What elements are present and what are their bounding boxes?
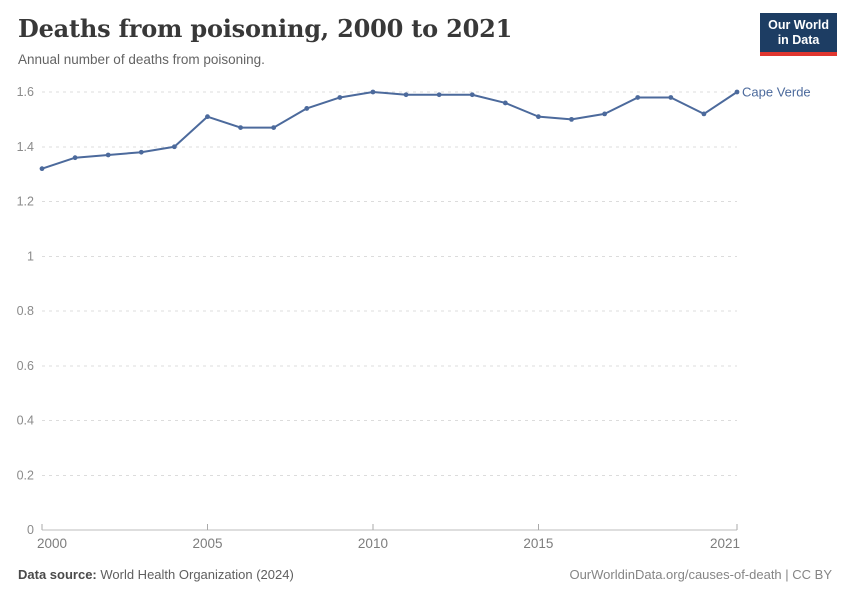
data-source-label: Data source: [18, 567, 97, 582]
y-tick-label: 0.2 [17, 468, 34, 482]
data-point[interactable] [436, 92, 442, 98]
license-credit[interactable]: OurWorldinData.org/causes-of-death | CC … [569, 567, 832, 582]
line-series[interactable] [41, 91, 738, 170]
y-tick-label: 0.8 [17, 304, 34, 318]
entity-label[interactable]: Cape Verde [742, 85, 811, 100]
data-point[interactable] [39, 166, 45, 172]
x-tick-label: 2015 [523, 536, 553, 551]
data-point[interactable] [635, 95, 641, 100]
page-title: Deaths from poisoning, 2000 to 2021 [18, 14, 513, 43]
owid-logo-line1: Our World [768, 18, 829, 32]
data-point[interactable] [602, 111, 608, 117]
data-point[interactable] [205, 114, 210, 120]
data-point[interactable] [105, 152, 111, 158]
data-point[interactable] [536, 114, 541, 120]
data-point[interactable] [370, 89, 376, 95]
y-tick-label: 1.4 [17, 140, 34, 154]
data-point[interactable] [668, 95, 674, 100]
data-point[interactable] [469, 92, 475, 98]
data-point[interactable] [72, 155, 78, 161]
chart-footer: Data source: World Health Organization (… [18, 567, 832, 582]
data-source: Data source: World Health Organization (… [18, 567, 294, 582]
data-point[interactable] [238, 125, 243, 130]
data-point[interactable] [734, 89, 740, 95]
data-point[interactable] [502, 100, 508, 106]
owid-logo: Our World in Data [760, 13, 837, 56]
x-tick-label: 2021 [710, 536, 740, 551]
chart-subtitle: Annual number of deaths from poisoning. [18, 52, 265, 67]
data-point[interactable] [304, 106, 310, 111]
y-tick-label: 1.2 [17, 195, 34, 209]
owid-logo-line2: in Data [777, 33, 820, 47]
y-tick-label: 1.6 [17, 85, 34, 99]
y-tick-label: 0.6 [17, 359, 34, 373]
data-point[interactable] [271, 125, 277, 130]
data-point[interactable] [171, 144, 177, 150]
data-point[interactable] [701, 111, 707, 117]
data-source-value: World Health Organization (2024) [96, 567, 294, 582]
data-point[interactable] [138, 149, 144, 155]
x-tick-label: 2010 [358, 536, 388, 551]
y-tick-label: 0 [27, 523, 34, 537]
data-point[interactable] [569, 116, 574, 122]
data-point[interactable] [337, 95, 343, 100]
data-point[interactable] [403, 92, 409, 98]
y-tick-label: 1 [27, 249, 34, 263]
y-tick-label: 0.4 [17, 414, 34, 428]
x-tick-label: 2000 [37, 536, 67, 551]
x-tick-label: 2005 [192, 536, 222, 551]
